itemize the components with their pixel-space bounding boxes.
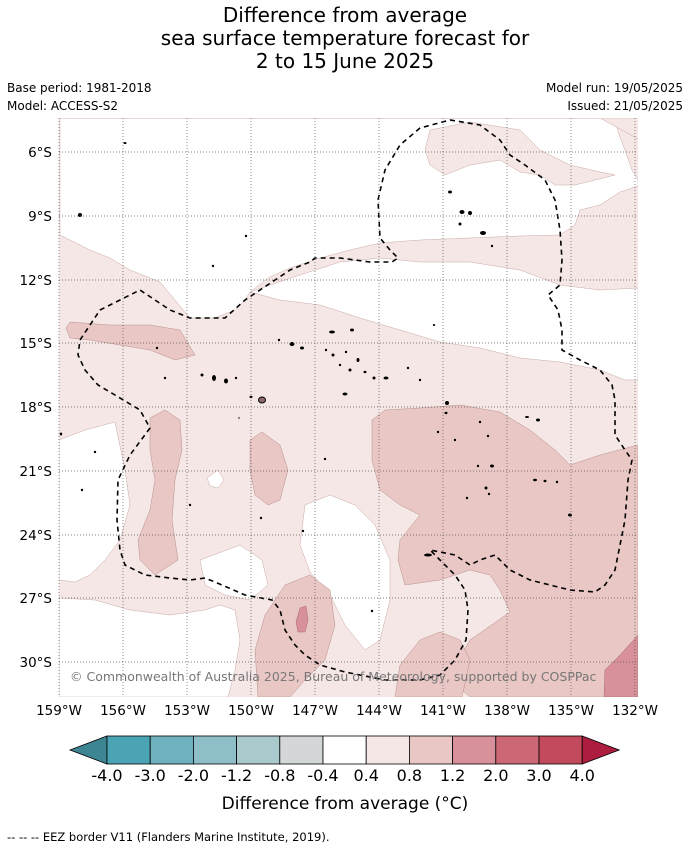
warm-region-center-west xyxy=(249,431,289,506)
latitude-label: 24°S xyxy=(20,528,53,544)
warm-region-south-center xyxy=(254,574,336,697)
longitude-label: 132°W xyxy=(612,703,658,719)
colorbar-tick-label: 4.0 xyxy=(569,766,595,785)
hot-spot-southeast xyxy=(603,634,638,697)
colorbar-tick-label: -0.8 xyxy=(264,766,296,785)
warm-region-west-1 xyxy=(65,321,196,361)
neutral-region-north xyxy=(59,118,638,319)
longitude-label: 153°W xyxy=(164,703,210,719)
colorbar-segment xyxy=(408,735,453,765)
colorbar-extend-high xyxy=(581,735,621,765)
colorbar-tick-label: 1.2 xyxy=(439,766,466,785)
model-name: Model: ACCESS-S2 xyxy=(7,99,119,113)
colorbar-segment xyxy=(279,735,324,765)
colorbar-tick-label: -0.4 xyxy=(307,766,339,785)
longitude-label: 141°W xyxy=(420,703,466,719)
colorbar-tick-label: 3.0 xyxy=(526,766,552,785)
colorbar-segment xyxy=(538,735,583,765)
colorbar-tick-label: -4.0 xyxy=(91,766,123,785)
title-line-3: 2 to 15 June 2025 xyxy=(255,49,435,73)
colorbar-tick-label: 0.8 xyxy=(396,766,423,785)
latitude-label: 12°S xyxy=(20,273,53,289)
longitude-label: 144°W xyxy=(356,703,402,719)
colorbar-segment xyxy=(322,735,367,765)
eez-border xyxy=(77,119,633,681)
longitude-labels: 159°W 156°W 153°W 150°W 147°W 144°W 141°W 138°W… xyxy=(36,703,658,719)
colorbar-segment xyxy=(365,735,410,765)
colorbar-tick-label: 0.4 xyxy=(353,766,379,785)
neutral-region-west xyxy=(59,421,131,583)
latitude-label: 9°S xyxy=(28,209,52,225)
base-period: Base period: 1981-2018 xyxy=(7,81,152,95)
latitude-label: 21°S xyxy=(20,464,53,480)
latitude-label: 30°S xyxy=(20,655,53,671)
title-line-2: sea surface temperature forecast for xyxy=(160,26,530,50)
neutral-region-southwest xyxy=(59,597,241,697)
latitude-labels: 6°S 9°S 12°S 15°S 18°S 21°S 24°S 27°S 30°S xyxy=(20,145,53,671)
colorbar-tick-label: -2.0 xyxy=(177,766,209,785)
latitude-label: 27°S xyxy=(20,591,53,607)
colorbar-tick-label: 2.0 xyxy=(483,766,509,785)
colorbar-tick-label: -3.0 xyxy=(134,766,166,785)
neutral-region-center xyxy=(249,257,638,381)
warm-region-west-2 xyxy=(137,409,183,576)
neutral-region-small-a xyxy=(206,469,225,489)
eez-legend-note: -- -- -- EEZ border V11 (Flanders Marine… xyxy=(7,830,330,844)
hot-spot-south-center xyxy=(295,605,309,633)
anomaly-field xyxy=(59,118,638,697)
colorbar-segment xyxy=(236,735,281,765)
longitude-label: 147°W xyxy=(292,703,338,719)
latitude-label: 6°S xyxy=(28,145,52,161)
colorbar-extend-low xyxy=(68,735,108,765)
latitude-label: 15°S xyxy=(20,336,53,352)
colorbar-segment xyxy=(106,735,151,765)
meta-left: Base period: 1981-2018 Model: ACCESS-S2 xyxy=(7,79,152,115)
colorbar-segment xyxy=(192,735,237,765)
longitude-label: 150°W xyxy=(228,703,274,719)
longitude-label: 156°W xyxy=(100,703,146,719)
map-title: Difference from average sea surface temp… xyxy=(0,4,690,73)
graticule xyxy=(58,118,638,697)
meta-right: Model run: 19/05/2025 Issued: 21/05/2025 xyxy=(546,79,683,115)
islands xyxy=(59,142,572,613)
copyright-notice: © Commonwealth of Australia 2025, Bureau… xyxy=(70,669,596,684)
colorbar-segment xyxy=(495,735,540,765)
title-line-1: Difference from average xyxy=(222,3,468,27)
longitude-label: 138°W xyxy=(484,703,530,719)
colorbar-segment xyxy=(452,735,497,765)
colorbar-tick-label: -1.2 xyxy=(220,766,253,785)
issued-date: Issued: 21/05/2025 xyxy=(567,99,683,113)
colorbar-segment xyxy=(149,735,194,765)
colorbar-title: Difference from average (°C) xyxy=(221,794,469,814)
neutral-region-lowlat-patch xyxy=(424,121,616,186)
model-run: Model run: 19/05/2025 xyxy=(545,81,683,95)
colorbar xyxy=(68,735,621,765)
latitude-label: 18°S xyxy=(20,400,53,416)
longitude-label: 135°W xyxy=(548,703,594,719)
neutral-region-south-center xyxy=(299,494,391,651)
longitude-label: 159°W xyxy=(36,703,82,719)
